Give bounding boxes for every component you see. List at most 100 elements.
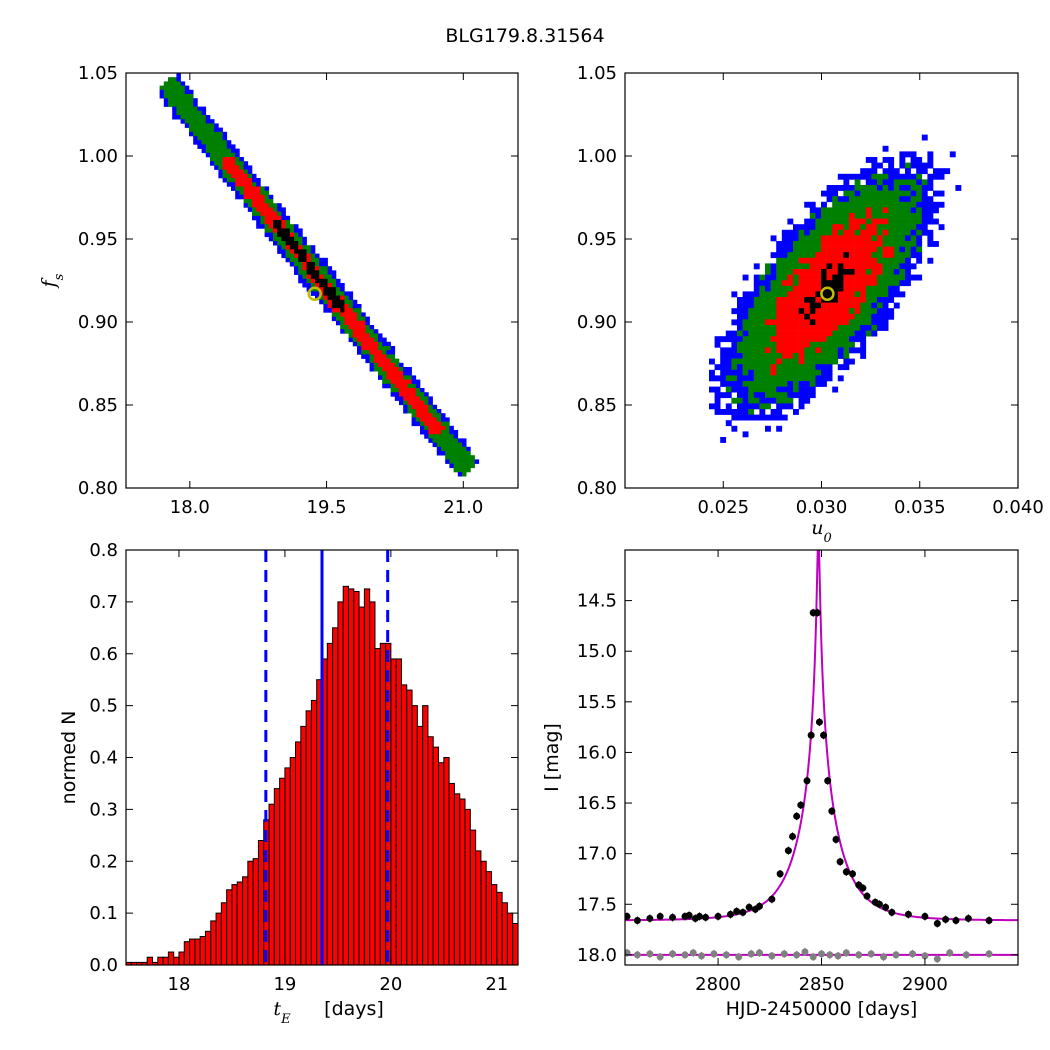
density-cell — [798, 302, 805, 309]
density-cell — [210, 157, 215, 162]
density-cell — [821, 353, 827, 359]
density-cell — [742, 375, 749, 382]
y-tick-label: 0.0 — [89, 955, 118, 976]
density-cell — [357, 337, 362, 343]
density-cell — [832, 229, 839, 236]
density-cell — [815, 353, 822, 359]
density-cell — [893, 179, 900, 186]
density-cell — [793, 229, 799, 236]
density-cell — [809, 269, 816, 275]
density-cell — [899, 235, 906, 242]
density-cell — [753, 369, 760, 376]
density-cell — [860, 347, 867, 354]
density-cell — [453, 442, 459, 448]
density-cell — [753, 302, 760, 309]
density-cell — [821, 257, 827, 264]
density-cell — [826, 308, 833, 315]
density-cell — [256, 211, 261, 217]
density-cell — [860, 313, 867, 320]
density-cell — [832, 257, 839, 264]
density-cell — [882, 229, 889, 236]
density-cell — [765, 330, 771, 337]
density-cell — [877, 224, 883, 231]
density-cell — [798, 246, 805, 253]
density-cell — [893, 168, 900, 175]
density-cell — [731, 358, 738, 365]
density-cell — [731, 347, 738, 354]
density-cell — [815, 358, 822, 365]
density-cell — [731, 308, 738, 315]
x-tick-label: 0.040 — [992, 497, 1044, 518]
data-point — [733, 907, 741, 915]
density-cell — [352, 325, 358, 330]
density-cell — [344, 320, 349, 326]
density-cell — [189, 94, 194, 99]
density-cell — [854, 347, 861, 354]
density-cell — [888, 297, 895, 303]
histogram-bar — [231, 884, 238, 966]
density-cell — [281, 228, 286, 233]
density-cell — [331, 270, 337, 275]
density-cell — [916, 213, 923, 219]
density-cell — [832, 353, 839, 359]
y-tick-label: 0.90 — [577, 312, 617, 333]
density-cell — [798, 392, 805, 399]
density-cell — [843, 263, 850, 270]
density-cell — [184, 110, 190, 116]
density-cell — [910, 274, 917, 281]
density-cell — [260, 220, 265, 225]
density-cell — [798, 381, 805, 387]
density-cell — [189, 127, 194, 133]
data-point — [888, 908, 896, 916]
density-cell — [871, 190, 878, 197]
histogram-bar — [279, 777, 286, 966]
density-cell — [871, 162, 878, 169]
density-cell — [759, 375, 766, 382]
density-cell — [357, 325, 362, 330]
density-cell — [256, 215, 261, 221]
density-cell — [871, 302, 878, 309]
density-cell — [197, 144, 202, 149]
density-cell — [815, 297, 822, 303]
density-cell — [893, 229, 900, 236]
density-cell — [871, 246, 878, 253]
density-cell — [226, 173, 232, 179]
density-cell — [172, 102, 177, 107]
density-cell — [731, 425, 738, 432]
density-cell — [927, 196, 934, 203]
density-cell — [837, 341, 844, 348]
density-cell — [809, 285, 816, 292]
density-cell — [277, 241, 282, 246]
density-cell — [720, 375, 727, 382]
density-cell — [315, 257, 320, 263]
density-cell — [390, 367, 396, 372]
density-cell — [860, 280, 867, 287]
density-cell — [737, 341, 743, 348]
density-cell — [798, 229, 805, 236]
density-cell — [854, 207, 861, 214]
density-cell — [399, 367, 404, 372]
histogram-bar — [480, 860, 487, 966]
density-cell — [765, 381, 771, 387]
density-cell — [893, 235, 900, 242]
density-cell — [344, 295, 349, 301]
density-cell — [453, 455, 459, 460]
density-cell — [815, 241, 822, 247]
density-cell — [888, 280, 895, 287]
density-cell — [905, 246, 911, 253]
x-axis-label-symbol: tE — [273, 998, 291, 1027]
density-cell — [804, 386, 811, 393]
density-cell — [235, 148, 240, 154]
density-cell — [197, 131, 202, 137]
density-cell — [843, 308, 850, 315]
density-cell — [737, 297, 743, 303]
density-cell — [420, 409, 425, 414]
density-cell — [821, 274, 827, 281]
density-cell — [826, 263, 833, 270]
data-point — [807, 731, 815, 739]
density-cell — [348, 308, 354, 313]
density-cell — [462, 467, 467, 473]
density-cell — [804, 353, 811, 359]
density-cell — [281, 241, 286, 246]
